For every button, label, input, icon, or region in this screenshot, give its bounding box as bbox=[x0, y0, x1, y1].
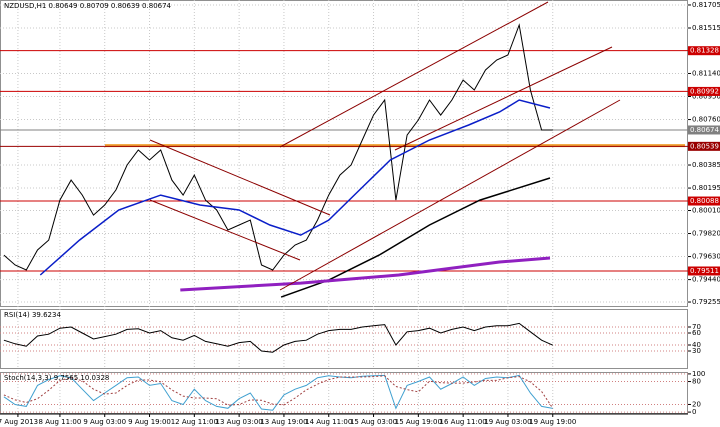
series-line bbox=[3, 374, 553, 411]
level-box bbox=[688, 196, 720, 206]
y-tick-label: 0.79440 bbox=[692, 276, 720, 284]
y-tick-label: 0.80385 bbox=[692, 161, 720, 169]
y-tick-label: 70 bbox=[692, 323, 701, 331]
channel-line bbox=[279, 1, 549, 148]
y-tick-label: 0.81140 bbox=[692, 69, 720, 77]
channel-line bbox=[394, 46, 613, 151]
y-tick-label: 0.81515 bbox=[692, 24, 720, 32]
x-tick-label: 19 Aug 03:00 bbox=[484, 418, 531, 426]
level-box bbox=[688, 86, 720, 96]
level-label: 0.80992 bbox=[690, 87, 719, 95]
x-tick-label: 8 Aug 11:00 bbox=[39, 418, 82, 426]
channel-line bbox=[149, 199, 301, 261]
y-tick-label: 30 bbox=[692, 347, 701, 355]
x-tick-label: 13 Aug 03:00 bbox=[216, 418, 263, 426]
x-tick-label: 19 Aug 19:00 bbox=[529, 418, 576, 426]
channel-line bbox=[279, 99, 621, 291]
series-line bbox=[3, 23, 553, 271]
y-tick-label: 0.80950 bbox=[692, 93, 720, 101]
y-tick-label: 20 bbox=[692, 400, 701, 408]
pane-title: Stoch(14,3,3) 9.7565 10.0328 bbox=[4, 374, 109, 382]
y-tick-label: 0.80195 bbox=[692, 184, 720, 192]
x-tick-label: 16 Aug 11:00 bbox=[440, 418, 487, 426]
y-tick-label: 0.79255 bbox=[692, 298, 720, 306]
pane-frame bbox=[0, 309, 688, 369]
y-tick-label: 100 bbox=[692, 370, 705, 378]
series-line bbox=[3, 322, 554, 353]
pane-title: NZDUSD,H1 0.80649 0.80709 0.80639 0.8067… bbox=[4, 2, 172, 10]
level-label: 0.80539 bbox=[690, 142, 719, 150]
x-tick-label: 12 Aug 11:00 bbox=[171, 418, 218, 426]
level-box bbox=[688, 266, 720, 276]
x-tick-label: 15 Aug 03:00 bbox=[350, 418, 397, 426]
level-label: 0.80674 bbox=[690, 126, 719, 134]
x-tick-label: 13 Aug 19:00 bbox=[260, 418, 307, 426]
y-tick-label: 0 bbox=[692, 408, 696, 416]
x-tick-label: 15 Aug 19:00 bbox=[395, 418, 442, 426]
x-tick-label: 9 Aug 03:00 bbox=[83, 418, 126, 426]
pane-frame bbox=[0, 0, 688, 307]
y-tick-label: 60 bbox=[692, 329, 701, 337]
y-tick-label: 0.79820 bbox=[692, 230, 720, 238]
y-tick-label: 0.80010 bbox=[692, 206, 720, 214]
channel-line bbox=[149, 139, 331, 216]
y-tick-label: 0.79630 bbox=[692, 253, 720, 261]
channel-lines bbox=[149, 1, 621, 291]
level-box bbox=[688, 125, 720, 135]
level-box bbox=[688, 141, 720, 151]
level-label: 0.80088 bbox=[690, 197, 719, 205]
y-tick-label: 0.81705 bbox=[692, 1, 720, 9]
level-label: 0.81328 bbox=[690, 47, 719, 55]
x-tick-label: 14 Aug 11:00 bbox=[305, 418, 352, 426]
y-tick-label: 80 bbox=[692, 378, 701, 386]
pane-title: RSI(14) 39.6234 bbox=[4, 311, 61, 319]
x-tick-label: 9 Aug 19:00 bbox=[128, 418, 171, 426]
x-tick-label: 7 Aug 2013 bbox=[0, 418, 38, 426]
level-box bbox=[688, 46, 720, 56]
series-line bbox=[39, 99, 551, 276]
y-tick-label: 0.80760 bbox=[692, 116, 720, 124]
y-tick-label: 40 bbox=[692, 341, 701, 349]
series-line bbox=[180, 256, 551, 292]
level-label: 0.79511 bbox=[690, 267, 719, 275]
